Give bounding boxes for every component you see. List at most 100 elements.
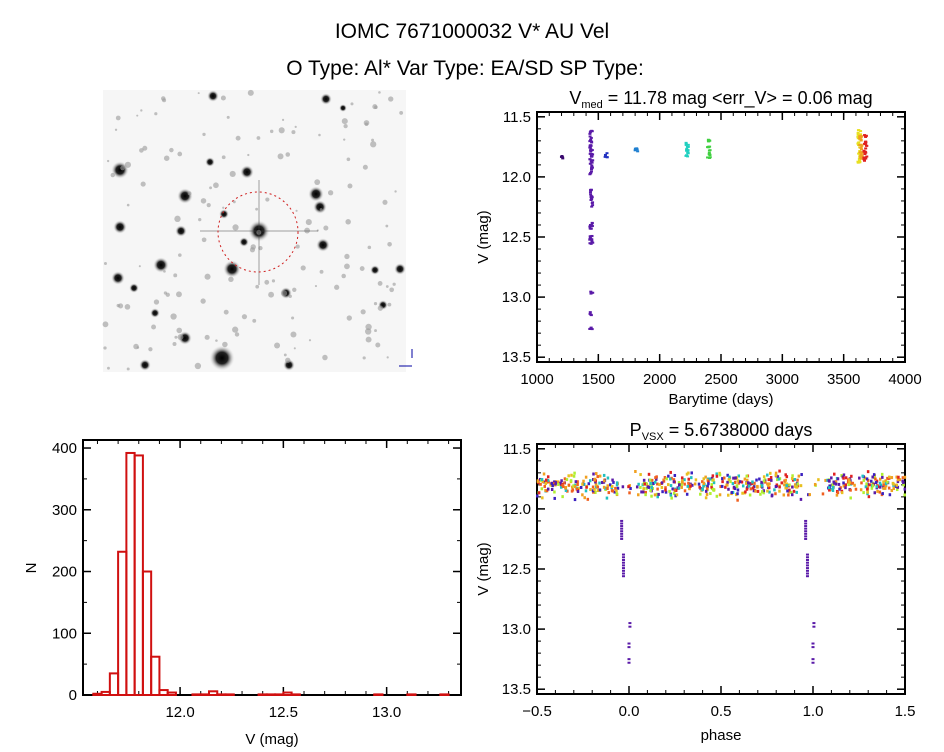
data-point xyxy=(791,478,795,482)
lightcurve-title: Vmed = 11.78 mag <err_V> = 0.06 mag xyxy=(569,88,872,111)
data-point xyxy=(652,481,655,485)
data-point xyxy=(656,482,659,486)
faint-star xyxy=(139,148,144,153)
data-point xyxy=(746,486,749,490)
eclipse-point xyxy=(805,564,809,567)
data-point xyxy=(741,491,744,495)
eclipse-point xyxy=(804,527,808,530)
faint-star xyxy=(176,291,182,298)
phased-title: PVSX = 5.6738000 days xyxy=(630,420,813,443)
data-point xyxy=(576,480,579,484)
faint-star xyxy=(241,314,248,320)
data-point xyxy=(656,495,659,499)
data-point xyxy=(584,475,588,479)
data-point xyxy=(712,488,715,492)
faint-star xyxy=(234,332,240,337)
data-point xyxy=(751,480,754,484)
data-point xyxy=(590,328,594,331)
data-point xyxy=(718,473,722,477)
data-point xyxy=(795,485,799,489)
data-point xyxy=(741,484,745,488)
y-tick-label: 200 xyxy=(52,564,77,581)
data-point xyxy=(664,490,668,494)
data-point xyxy=(683,482,686,486)
histogram-bar xyxy=(108,672,120,696)
faint-star xyxy=(274,342,281,349)
data-point xyxy=(850,474,853,478)
data-point xyxy=(840,491,844,495)
data-point xyxy=(730,491,734,495)
data-point xyxy=(615,492,619,496)
faint-star xyxy=(173,273,178,278)
data-point xyxy=(591,153,595,156)
data-point xyxy=(901,476,905,480)
data-point xyxy=(589,160,593,163)
eclipse-point xyxy=(804,522,808,525)
data-point xyxy=(588,152,592,155)
data-point xyxy=(745,487,749,491)
data-point xyxy=(611,489,615,493)
data-point xyxy=(590,195,594,198)
y-tick-label: 12.0 xyxy=(502,169,531,186)
histogram-bar xyxy=(274,693,285,697)
data-point xyxy=(694,478,698,482)
data-point xyxy=(712,478,715,482)
faint-star xyxy=(178,253,182,257)
data-point xyxy=(745,478,749,482)
data-point xyxy=(731,482,735,486)
data-point xyxy=(745,474,749,478)
data-point xyxy=(662,479,666,483)
data-point xyxy=(702,477,706,481)
data-point xyxy=(702,484,705,488)
eclipse-point xyxy=(621,575,625,578)
data-point xyxy=(590,234,594,237)
histogram-xlabel: V (mag) xyxy=(245,731,298,747)
faint-star xyxy=(385,285,389,288)
data-point xyxy=(561,483,564,487)
data-point xyxy=(727,478,731,482)
data-point xyxy=(589,188,593,191)
y-tick-label: 11.5 xyxy=(503,109,531,126)
data-point xyxy=(737,481,740,485)
data-point xyxy=(857,129,861,132)
faint-star xyxy=(124,161,132,168)
data-point xyxy=(655,492,659,496)
data-point xyxy=(561,157,565,160)
data-point xyxy=(901,479,904,483)
data-point xyxy=(685,147,689,150)
data-point xyxy=(886,476,889,480)
data-point xyxy=(590,225,594,228)
data-point xyxy=(767,486,771,490)
data-point xyxy=(856,160,860,163)
data-point xyxy=(903,475,907,479)
faint-star xyxy=(371,138,375,142)
data-point xyxy=(699,492,702,496)
data-point xyxy=(629,487,632,491)
data-point xyxy=(858,149,862,152)
data-point xyxy=(866,492,869,496)
eclipse-point xyxy=(805,567,809,570)
data-point xyxy=(570,473,573,477)
data-point xyxy=(866,470,870,474)
star xyxy=(308,186,324,202)
faint-star xyxy=(177,334,184,340)
data-point xyxy=(598,488,602,492)
data-point xyxy=(589,136,593,139)
data-point xyxy=(576,489,580,493)
data-point xyxy=(590,166,594,169)
x-tick-label: −0.5 xyxy=(522,703,552,720)
lightcurve-xlabel: Barytime (days) xyxy=(668,391,773,408)
data-point xyxy=(678,483,681,487)
data-point xyxy=(862,478,866,482)
x-tick-label: 3500 xyxy=(827,371,860,388)
data-point xyxy=(602,485,606,489)
data-point xyxy=(860,157,864,160)
data-point xyxy=(544,488,547,492)
faint-star xyxy=(200,298,206,304)
data-point xyxy=(687,477,690,481)
data-point xyxy=(884,482,888,486)
data-point xyxy=(683,478,686,482)
data-point xyxy=(615,483,619,487)
data-point xyxy=(563,477,567,481)
data-point xyxy=(591,478,595,482)
